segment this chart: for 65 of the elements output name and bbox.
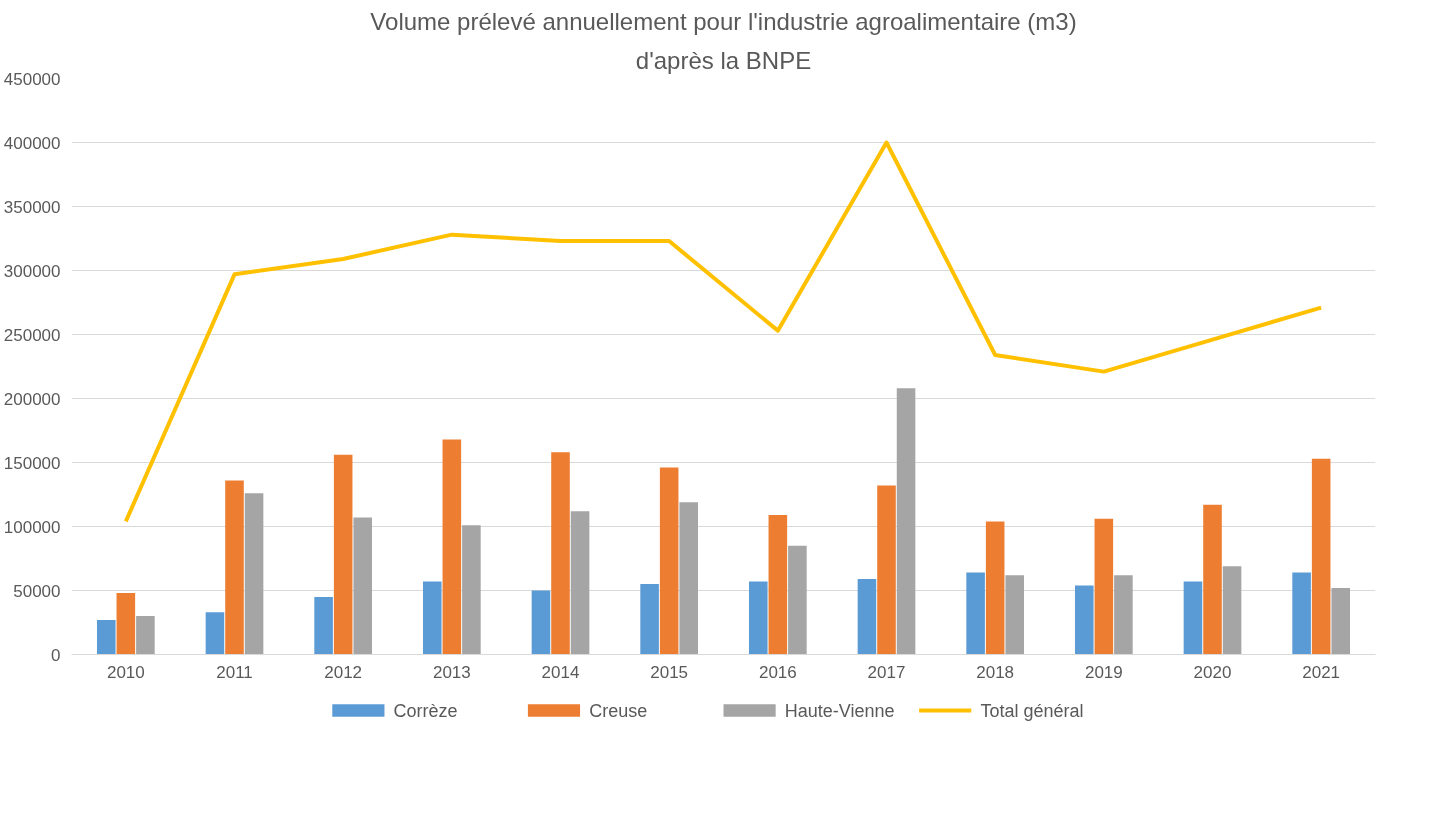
bar xyxy=(1292,572,1311,655)
bar xyxy=(1222,566,1242,655)
bar xyxy=(877,485,896,655)
bar xyxy=(1114,575,1133,655)
y-tick-label: 150000 xyxy=(3,453,61,473)
bar xyxy=(422,581,442,655)
x-tick-label: 2018 xyxy=(976,662,1015,682)
bar xyxy=(659,467,679,655)
y-tick-label: 0 xyxy=(51,645,61,665)
y-tick-label: 350000 xyxy=(3,197,61,217)
x-tick-label: 2012 xyxy=(324,662,363,682)
bar xyxy=(1183,581,1203,655)
legend-label: Creuse xyxy=(589,700,648,721)
bar xyxy=(442,439,462,655)
bar xyxy=(116,593,136,655)
y-tick-label: 250000 xyxy=(3,325,61,345)
x-tick-label: 2010 xyxy=(106,662,145,682)
y-tick-label: 200000 xyxy=(3,389,61,409)
bar xyxy=(205,612,225,655)
x-tick-label: 2011 xyxy=(216,662,253,682)
bar xyxy=(788,545,807,655)
x-tick-label: 2016 xyxy=(758,662,797,682)
bar xyxy=(531,590,551,655)
legend-label: Haute-Vienne xyxy=(784,700,895,721)
bar xyxy=(462,525,481,655)
bar xyxy=(1203,504,1222,655)
bar xyxy=(857,578,877,655)
bar xyxy=(1074,585,1094,655)
x-tick-label: 2021 xyxy=(1302,662,1341,682)
bar xyxy=(1005,575,1025,655)
y-tick-label: 100000 xyxy=(3,517,61,537)
bar xyxy=(640,584,659,655)
x-tick-label: 2019 xyxy=(1084,662,1123,682)
y-tick-label: 400000 xyxy=(3,133,61,153)
bar xyxy=(768,514,788,655)
bar xyxy=(136,616,155,655)
chart-subtitle: d'après la BNPE xyxy=(635,46,812,74)
bar xyxy=(225,480,244,655)
x-tick-label: 2017 xyxy=(867,662,906,682)
legend-label: Total général xyxy=(980,700,1084,721)
y-tick-label: 300000 xyxy=(3,261,61,281)
legend-label: Corrèze xyxy=(393,700,458,721)
bar xyxy=(96,619,116,655)
bar xyxy=(1094,518,1114,655)
bar xyxy=(244,493,264,655)
x-tick-label: 2014 xyxy=(541,662,580,682)
bar xyxy=(748,581,768,655)
bar xyxy=(333,454,353,655)
bar xyxy=(314,596,333,655)
x-tick-label: 2015 xyxy=(650,662,689,682)
x-tick-label: 2013 xyxy=(432,662,471,682)
bar xyxy=(679,502,699,655)
y-tick-label: 450000 xyxy=(3,69,61,89)
bar xyxy=(353,517,373,655)
bar xyxy=(570,511,590,655)
bar xyxy=(985,521,1005,655)
bar xyxy=(966,572,985,655)
bar xyxy=(896,388,916,655)
bar xyxy=(551,452,570,655)
chart-title: Volume prélevé annuellement pour l'industrie agroalimentaire (m3) xyxy=(370,7,1077,35)
bar xyxy=(1311,458,1331,655)
x-tick-label: 2020 xyxy=(1193,662,1232,682)
y-tick-label: 50000 xyxy=(13,581,61,601)
line-series xyxy=(123,140,1324,524)
bar xyxy=(1331,587,1351,655)
